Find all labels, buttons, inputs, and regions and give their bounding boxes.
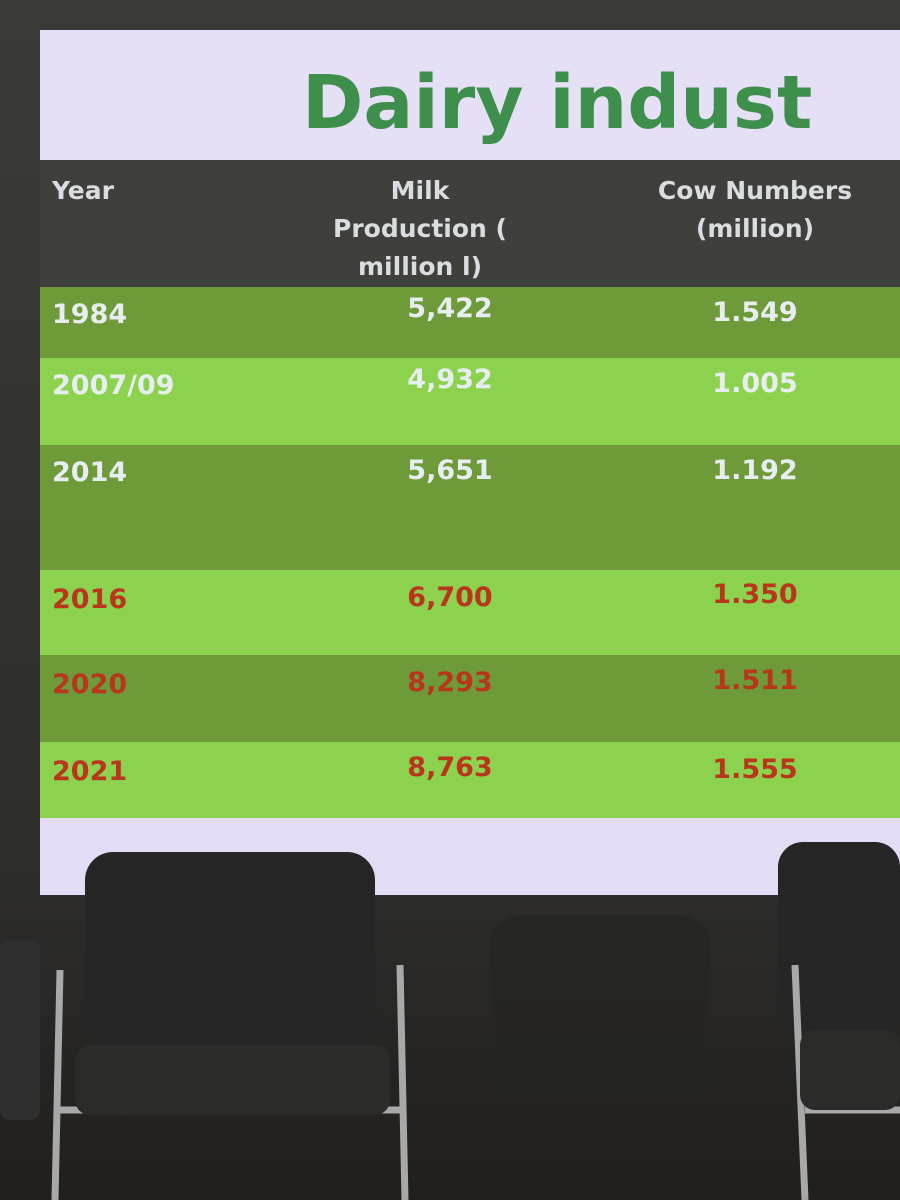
slide-title: Dairy indust: [302, 60, 813, 146]
table-row: 2016 6,700 1.350: [40, 570, 900, 655]
cell: 1984: [52, 299, 128, 330]
header-cell: Milk Production ( million l): [333, 176, 507, 281]
table-header: Year Milk Production ( million l) Cow Nu…: [40, 160, 900, 287]
cell: 1.555: [712, 754, 798, 785]
chair-back: [85, 852, 375, 1047]
cell: 1.350: [712, 579, 798, 610]
chair-seat: [75, 1045, 390, 1115]
cell: 4,932: [407, 364, 493, 395]
cell: 1.192: [712, 455, 798, 486]
header-cell: Cow Numbers (million): [657, 176, 853, 243]
cell: 2014: [52, 457, 128, 488]
chair-seat: [800, 1030, 900, 1110]
chair-back: [778, 842, 900, 1032]
cell: 1.549: [712, 297, 798, 328]
cell: 8,293: [407, 667, 493, 698]
header-cell: Year: [52, 176, 114, 205]
table-row: 2021 8,763 1.555: [40, 742, 900, 818]
table-row: 1984 5,422 1.549: [40, 287, 900, 358]
title-band: Dairy indust: [40, 30, 900, 160]
table-row: 2007/09 4,932 1.005: [40, 358, 900, 445]
cell: 1.005: [712, 368, 798, 399]
cell: 2016: [52, 584, 128, 615]
table-row: 2014 5,651 1.192: [40, 445, 900, 570]
cell: 1.511: [712, 665, 798, 696]
cell: 2020: [52, 669, 128, 700]
slide: Dairy indust Year Milk Production ( mill…: [40, 30, 900, 895]
cell: 2021: [52, 756, 128, 787]
table-row: 2020 8,293 1.511: [40, 655, 900, 742]
chair-back: [0, 940, 40, 1120]
cell: 6,700: [407, 582, 493, 613]
cell: 8,763: [407, 752, 493, 783]
cell: 2007/09: [52, 370, 175, 401]
cell: 5,422: [407, 293, 493, 324]
chair-back: [490, 915, 710, 1095]
cell: 5,651: [407, 455, 493, 486]
